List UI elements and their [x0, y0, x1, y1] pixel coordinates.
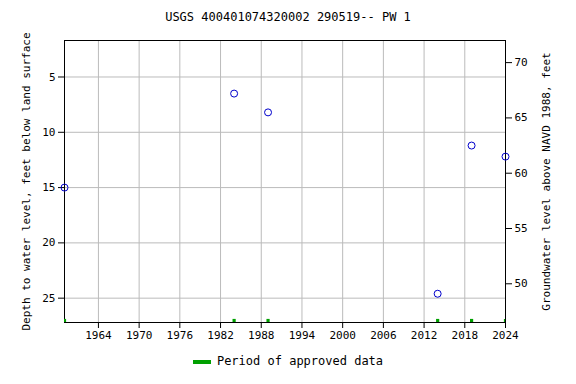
svg-text:Groundwater level above NAVD 1: Groundwater level above NAVD 1988, feet [540, 52, 553, 310]
svg-text:2012: 2012 [411, 329, 438, 342]
svg-text:Depth to water level, feet bel: Depth to water level, feet below land su… [20, 32, 33, 330]
svg-text:1970: 1970 [126, 329, 153, 342]
svg-text:20: 20 [42, 236, 55, 249]
svg-text:2000: 2000 [329, 329, 356, 342]
html-text:Period of approved data: Period of approved data [216, 354, 384, 368]
svg-text:60: 60 [515, 167, 528, 180]
svg-text:10: 10 [42, 126, 55, 139]
html-text:USGS 400401074320002 290519--: USGS 400401074320002 290519-- PW 1 [165, 10, 411, 24]
svg-text:15: 15 [42, 181, 55, 194]
svg-text:50: 50 [515, 277, 528, 290]
svg-text:2006: 2006 [370, 329, 397, 342]
svg-text:25: 25 [42, 292, 55, 305]
svg-text:70: 70 [515, 56, 528, 69]
svg-text:2018: 2018 [452, 329, 479, 342]
svg-text:5: 5 [49, 71, 56, 84]
svg-text:55: 55 [515, 222, 528, 235]
svg-text:2024: 2024 [492, 329, 519, 342]
svg-text:1964: 1964 [85, 329, 112, 342]
svg-text:1994: 1994 [289, 329, 316, 342]
svg-text:1982: 1982 [207, 329, 234, 342]
svg-text:1988: 1988 [248, 329, 275, 342]
svg-text:1976: 1976 [167, 329, 194, 342]
svg-text:65: 65 [515, 111, 528, 124]
